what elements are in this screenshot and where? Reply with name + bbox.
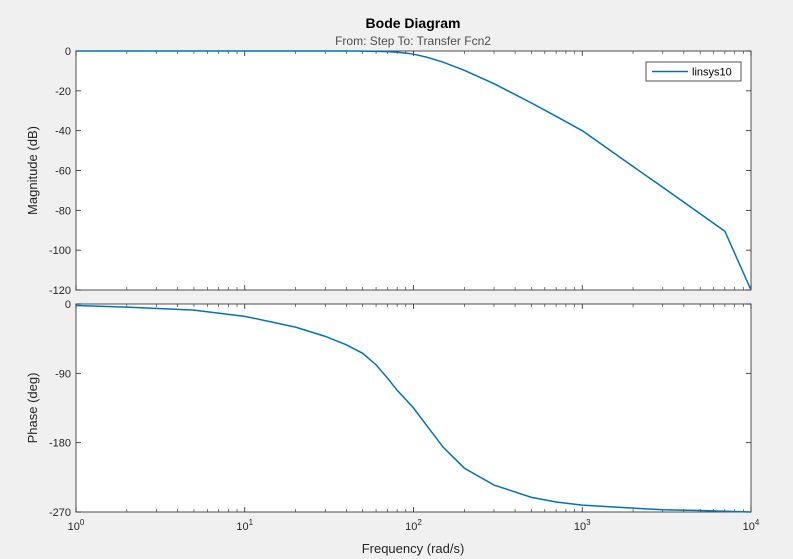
phase-x-ticks: [75, 304, 752, 512]
phase-y-tick-label: -180: [49, 438, 71, 450]
phase-series-line: [75, 304, 752, 513]
x-tick-label: 104: [743, 518, 760, 533]
magnitude-y-tick-label: -20: [55, 86, 71, 98]
magnitude-series-line: [76, 50, 752, 291]
x-tick-labels: 100 101 102 103 104: [68, 518, 760, 533]
magnitude-y-ticks: 0 -20 -40 -60 -80 -100 -120: [49, 46, 751, 297]
x-tick-label: 100: [68, 518, 85, 533]
magnitude-y-tick-label: 0: [65, 46, 71, 58]
legend: linsys10: [645, 61, 742, 82]
magnitude-y-tick-label: -80: [55, 205, 71, 217]
phase-y-ticks: 0 -90 -180 -270: [49, 299, 751, 519]
phase-y-axis-label: Phase (deg): [25, 373, 40, 444]
x-tick-label: 101: [236, 518, 253, 533]
phase-y-tick-label: -270: [49, 507, 71, 519]
magnitude-y-tick-label: -120: [49, 285, 71, 297]
magnitude-y-tick-label: -40: [55, 126, 71, 138]
magnitude-y-axis-label: Magnitude (dB): [25, 126, 40, 215]
chart-title: Bode Diagram: [366, 15, 461, 31]
magnitude-panel: 0 -20 -40 -60 -80 -100 -120 Magnitude (dB) lin…: [25, 46, 752, 297]
phase-y-tick-label: -90: [55, 368, 71, 380]
phase-panel: 0 -90 -180 -270 Phase (deg): [25, 299, 752, 519]
legend-entry-linsys10: linsys10: [692, 67, 732, 79]
legend-box: [645, 61, 742, 82]
chart-subtitle: From: Step To: Transfer Fcn2: [335, 34, 491, 48]
magnitude-y-tick-label: -60: [55, 166, 71, 178]
x-axis-label: Frequency (rad/s): [362, 541, 465, 556]
magnitude-plot-area: [75, 50, 752, 291]
x-tick-label: 102: [405, 518, 422, 533]
x-tick-label: 103: [574, 518, 591, 533]
magnitude-y-tick-label: -100: [49, 245, 71, 257]
phase-y-tick-label: 0: [65, 299, 71, 311]
